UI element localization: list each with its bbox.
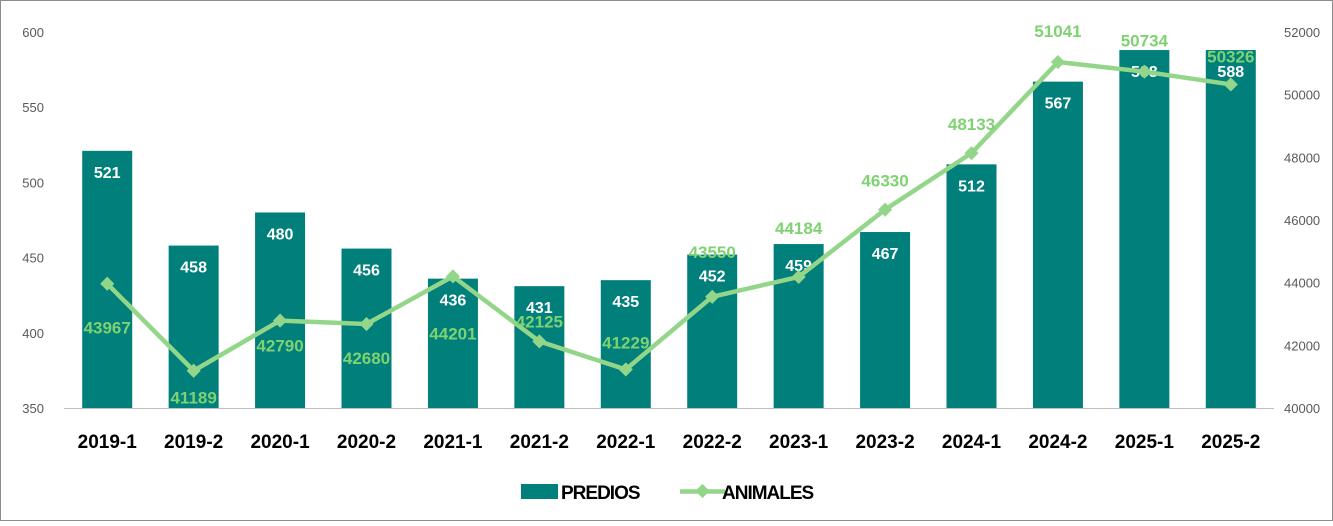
category-label: 2024-1 [942, 432, 1002, 453]
bar-series [82, 50, 1256, 409]
bar-value-label: 588 [1217, 64, 1244, 81]
line-point [1223, 77, 1238, 92]
category-label: 2025-1 [1115, 432, 1175, 453]
bar [687, 254, 738, 408]
bar-value-label: 456 [353, 263, 380, 280]
bar [946, 164, 997, 408]
line-point [359, 316, 374, 332]
line-value-label: 44201 [429, 324, 476, 343]
line-value-label: 41189 [170, 389, 216, 408]
legend-label-bar: PREDIOS [561, 483, 640, 504]
line-series [100, 54, 1238, 378]
right-tick-label: 42000 [1284, 338, 1320, 353]
bar-data-labels: 5214584804564364314354524594675125675885… [94, 64, 1244, 317]
bar-value-label: 458 [180, 260, 207, 277]
category-label: 2022-2 [683, 432, 742, 453]
right-tick-label: 40000 [1284, 401, 1320, 416]
line-point [1137, 64, 1152, 79]
line-value-label: 42790 [256, 337, 303, 356]
right-tick-label: 48000 [1284, 150, 1320, 165]
line-value-label: 48133 [948, 115, 995, 134]
line-point [1050, 54, 1065, 70]
bar-value-label: 436 [440, 293, 467, 310]
category-label: 2021-1 [423, 432, 483, 453]
right-axis: 40000 42000 44000 46000 48000 50000 52000 [1284, 25, 1320, 416]
line-path [104, 59, 1234, 373]
left-tick-label: 550 [22, 100, 44, 115]
legend-marker-line [695, 483, 710, 499]
line-value-label: 41229 [602, 333, 649, 352]
bar [1032, 81, 1083, 408]
bar-value-label: 521 [94, 165, 121, 182]
line-point [618, 362, 633, 377]
bar-value-label: 467 [872, 246, 899, 263]
bar-value-label: 452 [699, 269, 726, 286]
line-value-label: 51041 [1034, 22, 1081, 41]
category-axis: 2019-1 2019-2 2020-1 2020-2 2021-1 2021-2 2022… [78, 432, 1261, 453]
left-axis: 350 400 450 500 550 600 [22, 25, 44, 416]
bar-value-label: 512 [958, 178, 985, 195]
category-label: 2019-1 [78, 432, 138, 453]
bar-value-label: 480 [267, 226, 294, 243]
line-data-labels: 4396741189427904268044201421254122943550… [84, 22, 1255, 408]
line-value-label: 43967 [84, 319, 131, 338]
left-tick-label: 600 [22, 25, 44, 40]
category-label: 2022-1 [596, 432, 656, 453]
legend-swatch-bar [521, 484, 558, 499]
line-value-label: 42680 [343, 349, 390, 368]
line-point [705, 289, 720, 304]
line-point [186, 363, 201, 378]
left-tick-label: 350 [22, 401, 44, 416]
legend-label-line: ANIMALES [722, 483, 814, 504]
left-tick-label: 450 [22, 251, 44, 266]
right-tick-label: 44000 [1284, 276, 1320, 291]
line-value-label: 50734 [1121, 32, 1169, 51]
bar [1119, 50, 1170, 408]
bar [168, 245, 219, 408]
category-label: 2019-2 [164, 432, 223, 453]
bar [600, 280, 651, 408]
line-value-label: 50326 [1207, 47, 1254, 66]
bar [255, 212, 306, 408]
bar-value-label: 435 [612, 294, 639, 311]
line-value-label: 44184 [775, 219, 823, 238]
bar [860, 232, 911, 408]
right-tick-label: 52000 [1284, 25, 1320, 40]
legend: PREDIOS ANIMALES [521, 483, 815, 504]
category-label: 2025-2 [1201, 432, 1260, 453]
left-tick-label: 400 [22, 326, 44, 341]
line-point [878, 202, 893, 217]
category-label: 2023-1 [769, 432, 829, 453]
bar-value-label: 567 [1045, 96, 1072, 113]
bar-value-label: 431 [526, 300, 553, 317]
category-label: 2020-1 [250, 432, 310, 453]
bar [427, 278, 478, 408]
line-point [791, 269, 806, 284]
line-point [100, 276, 115, 291]
line-value-label: 43550 [689, 243, 736, 262]
line-point [964, 146, 979, 161]
category-label: 2024-2 [1028, 432, 1087, 453]
line-point [532, 334, 547, 349]
category-label: 2023-2 [855, 432, 914, 453]
line-value-label: 46330 [861, 172, 908, 191]
category-label: 2021-2 [510, 432, 569, 453]
line-point [445, 269, 460, 284]
line-point [273, 313, 288, 328]
right-tick-label: 50000 [1284, 88, 1320, 103]
category-label: 2020-2 [337, 432, 396, 453]
line-value-label: 42125 [516, 312, 563, 331]
bar [1205, 50, 1256, 408]
right-tick-label: 46000 [1284, 213, 1320, 228]
left-tick-label: 500 [22, 175, 44, 190]
